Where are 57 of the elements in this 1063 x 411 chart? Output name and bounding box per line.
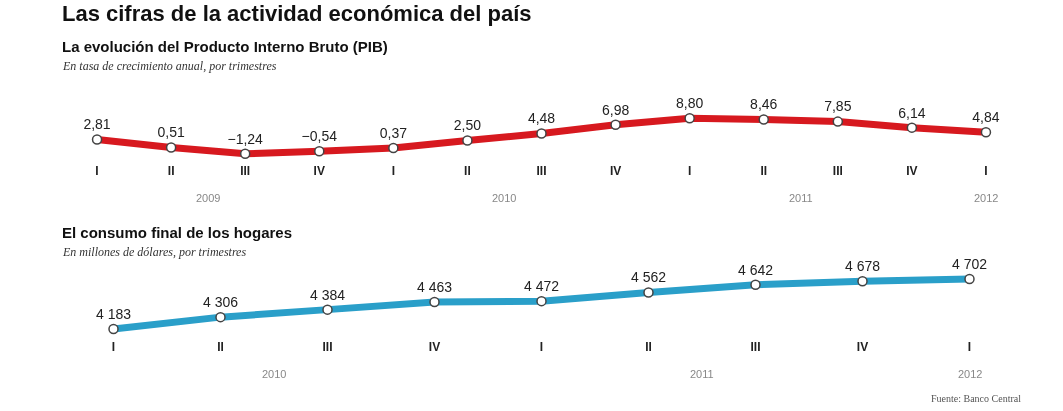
data-label: 4 702 <box>951 255 988 272</box>
data-label: 4,84 <box>972 109 1000 126</box>
text: 2009 <box>196 192 221 204</box>
data-label: −0,54 <box>301 128 338 145</box>
x-tick-label: III <box>240 164 251 178</box>
chart-title: El consumo final de los hogares <box>62 224 293 241</box>
x-tick-label: IV <box>313 164 325 178</box>
text: 2012 <box>974 192 999 204</box>
text: 2011 <box>789 192 813 204</box>
x-tick-label: III <box>322 340 333 354</box>
text: 2012 <box>958 368 983 380</box>
x-tick-label: II <box>645 340 652 354</box>
chart-subtitle: En tasa de crecimiento anual, por trimestres <box>62 59 277 73</box>
x-tick-label: I <box>391 164 396 178</box>
x-tick-label: I <box>687 164 692 178</box>
x-tick-label: IV <box>609 164 622 178</box>
data-label: 6,14 <box>898 104 926 121</box>
data-label: 0,51 <box>157 124 185 141</box>
data-label: 8,80 <box>676 95 704 112</box>
x-tick-label: IV <box>428 340 441 354</box>
data-label: 6,98 <box>601 101 630 118</box>
text: Las cifras de la actividad económica del país <box>62 1 532 26</box>
x-tick-label: II <box>464 164 471 178</box>
data-label: 4 183 <box>95 305 132 322</box>
x-tick-label: II <box>167 164 175 178</box>
text: 2010 <box>262 368 287 380</box>
data-label: 4 306 <box>202 294 239 311</box>
data-label: 4,48 <box>527 110 556 127</box>
x-tick-label: III <box>832 164 843 178</box>
chart-title: La evolución del Producto Interno Bruto (PIB) <box>62 38 388 55</box>
text: 2011 <box>690 368 714 380</box>
text: 2010 <box>492 192 517 204</box>
data-label: 4 678 <box>844 258 881 275</box>
x-tick-label: I <box>111 340 116 354</box>
chart-subtitle: En millones de dólares, por trimestres <box>62 245 247 259</box>
x-tick-label: I <box>984 164 988 178</box>
source-note: Fuente: Banco Central <box>931 393 1022 404</box>
data-label: 2,81 <box>83 116 111 133</box>
x-tick-label: III <box>750 340 761 354</box>
data-label: 4 472 <box>523 278 560 295</box>
data-label: 4 384 <box>309 286 346 303</box>
x-tick-label: II <box>760 164 768 178</box>
data-label: 4 562 <box>630 269 667 286</box>
data-label: −1,24 <box>227 130 264 147</box>
data-label: 0,37 <box>379 124 408 141</box>
x-tick-label: I <box>539 340 544 354</box>
data-label: 2,50 <box>453 117 482 134</box>
x-tick-label: I <box>967 340 972 354</box>
x-tick-label: II <box>217 340 224 354</box>
x-tick-label: IV <box>906 164 918 178</box>
x-tick-label: III <box>536 164 547 178</box>
data-label: 7,85 <box>824 98 852 115</box>
data-label: 4 642 <box>737 261 774 278</box>
data-label: 4 463 <box>416 278 453 295</box>
data-label: 8,46 <box>750 96 778 113</box>
x-tick-label: IV <box>856 340 869 354</box>
x-tick-label: I <box>95 164 99 178</box>
